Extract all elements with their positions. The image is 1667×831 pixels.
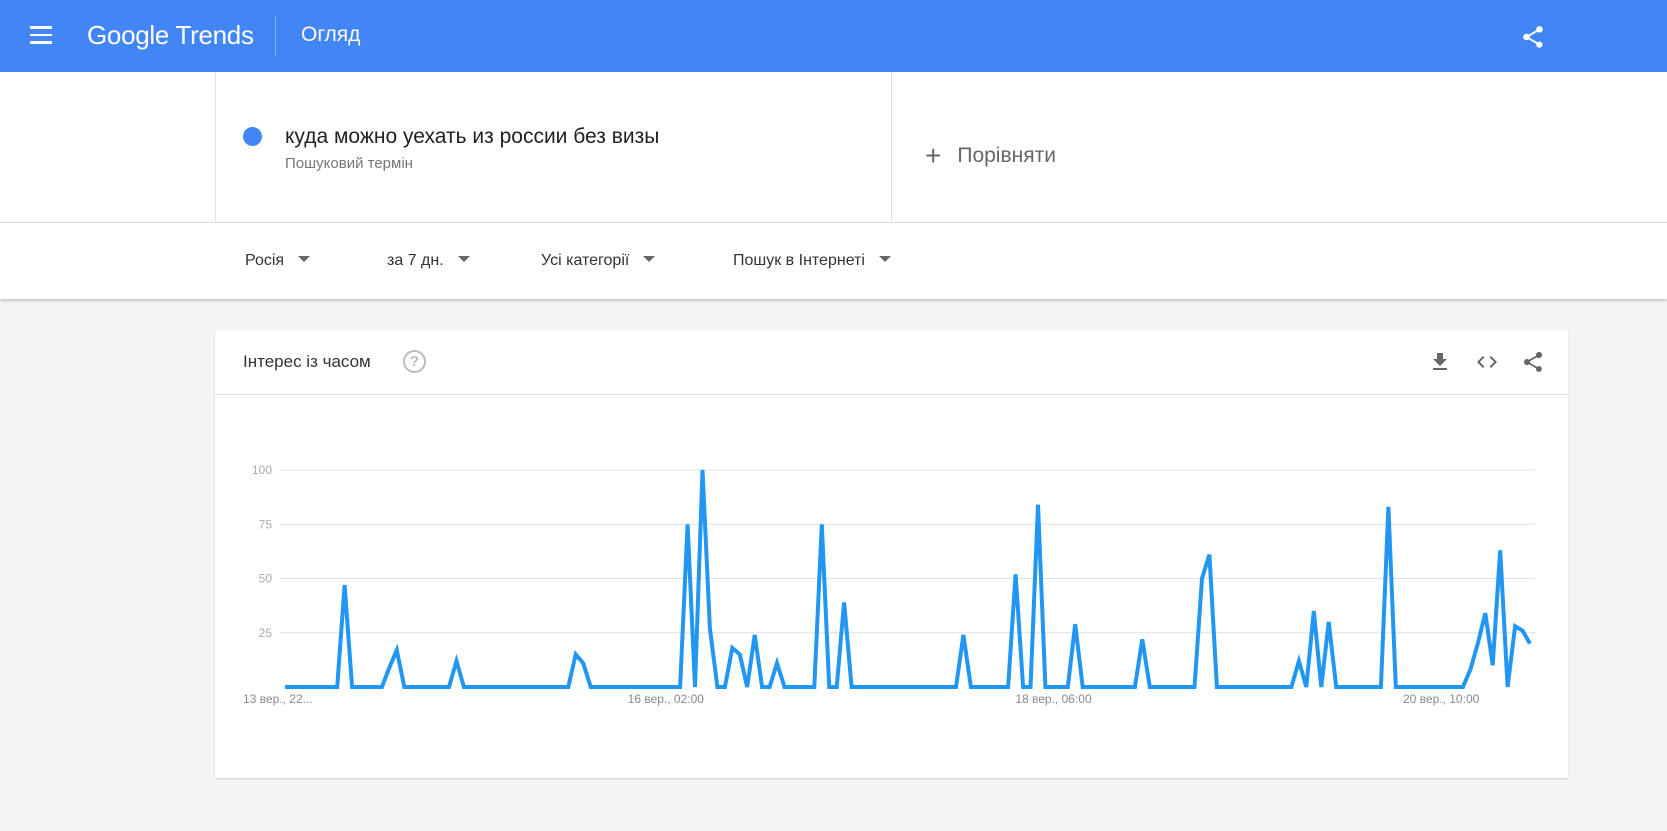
search-term-card[interactable]: куда можно уехать из россии без визы Пош… (215, 72, 892, 223)
term-color-dot (243, 127, 262, 146)
caret-down-icon (643, 256, 656, 262)
x-tick-label: 13 вер., 22... (243, 692, 313, 706)
search-terms-bar: куда можно уехать из россии без визы Пош… (0, 72, 1667, 223)
search-term[interactable]: куда можно уехать из россии без визы (285, 125, 660, 148)
caret-down-icon (298, 256, 311, 262)
page-title: Огляд (301, 23, 361, 46)
x-tick-label: 16 вер., 02:00 (628, 692, 705, 706)
x-tick-label: 18 вер., 06:00 (1015, 692, 1092, 706)
line-chart[interactable]: 25 50 75 100 13 вер., 22... 16 вер., 02:00 18 … (215, 396, 1568, 778)
region-dropdown[interactable]: Росія (245, 252, 311, 270)
download-icon[interactable] (1428, 350, 1452, 379)
series-line (285, 469, 1532, 689)
region-label: Росія (245, 252, 285, 269)
search-type-label: Пошук в Інтернеті (733, 252, 865, 269)
y-tick-label: 75 (259, 517, 273, 531)
divider (275, 16, 276, 56)
category-label: Усі категорії (541, 252, 630, 269)
time-range-label: за 7 дн. (387, 252, 444, 269)
compare-label: Порівняти (957, 144, 1056, 167)
share-icon[interactable] (1520, 24, 1546, 55)
y-tick-label: 50 (259, 572, 273, 586)
menu-icon[interactable] (30, 26, 52, 44)
search-type-dropdown[interactable]: Пошук в Інтернеті (733, 252, 891, 270)
plus-icon: + (925, 140, 942, 171)
category-dropdown[interactable]: Усі категорії (541, 252, 656, 270)
y-tick-label: 25 (259, 626, 273, 640)
x-tick-label: 20 вер., 10:00 (1403, 692, 1480, 706)
embed-code-icon[interactable] (1474, 350, 1500, 379)
y-tick-label: 100 (252, 463, 272, 477)
compare-button[interactable]: + Порівняти (925, 140, 1056, 172)
help-icon[interactable]: ? (403, 350, 426, 373)
search-term-type: Пошуковий термін (285, 155, 413, 172)
interest-over-time-card: Інтерес із часом ? 25 50 75 100 13 вер., 22.… (215, 330, 1568, 778)
card-header: Інтерес із часом ? (215, 330, 1568, 395)
app-header: Google Trends Огляд (0, 0, 1667, 72)
google-trends-logo[interactable]: Google Trends (87, 20, 254, 50)
filter-bar: Росія за 7 дн. Усі категорії Пошук в Інт… (0, 223, 1667, 299)
caret-down-icon (457, 256, 470, 262)
card-title: Інтерес із часом (243, 352, 371, 371)
time-range-dropdown[interactable]: за 7 дн. (387, 252, 470, 270)
caret-down-icon (878, 256, 891, 262)
share-icon[interactable] (1521, 350, 1545, 379)
